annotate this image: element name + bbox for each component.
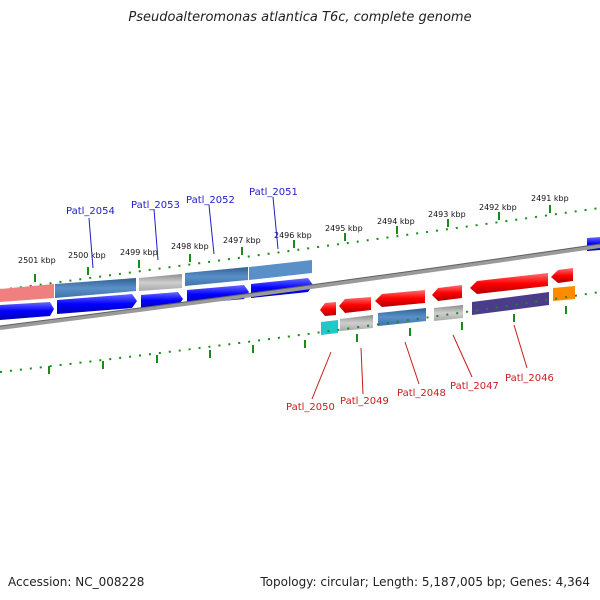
gene-label[interactable]: Patl_2053 (131, 200, 180, 211)
feature-bar (434, 305, 463, 321)
tick-label: 2501 kbp (18, 256, 56, 265)
gene-arrow-patl-2047[interactable] (432, 285, 462, 301)
inner-tick-ring (0, 291, 600, 374)
gene-labels-top: Patl_2054 Patl_2053 Patl_2052 Patl_2051 (66, 187, 298, 269)
gene-label[interactable]: Patl_2054 (66, 206, 115, 217)
gene-arrow-patl-2054[interactable] (57, 294, 137, 314)
gene-label[interactable]: Patl_2052 (186, 195, 235, 206)
gene-label[interactable]: Patl_2049 (340, 396, 389, 407)
feature-bars-top (0, 260, 312, 302)
gene-arrow-patl-2050[interactable] (320, 302, 336, 316)
gene-arrow-reverse[interactable] (551, 268, 573, 283)
tick-label: 2500 kbp (68, 251, 106, 260)
feature-bar (378, 308, 426, 326)
tick-label: 2497 kbp (223, 236, 261, 245)
tick-label: 2494 kbp (377, 217, 415, 226)
feature-bar (321, 320, 338, 335)
tick-labels: 2501 kbp 2500 kbp 2499 kbp 2498 kbp 2497… (18, 194, 569, 265)
tick-label: 2498 kbp (171, 242, 209, 251)
feature-bar (472, 292, 549, 315)
accession-text: Accession: NC_008228 (8, 575, 145, 589)
gene-label[interactable]: Patl_2048 (397, 388, 446, 399)
gene-arrow-patl-2046[interactable] (470, 273, 548, 294)
tick-label: 2495 kbp (325, 224, 363, 233)
genome-backbone (0, 244, 600, 330)
gene-label[interactable]: Patl_2051 (249, 187, 298, 198)
feature-bar (553, 286, 575, 301)
gene-arrow-patl-2048[interactable] (375, 290, 425, 307)
gene-label[interactable]: Patl_2046 (505, 373, 554, 384)
gene-label[interactable]: Patl_2047 (450, 381, 499, 392)
gene-arrow-forward[interactable] (0, 302, 54, 320)
feature-bar (340, 315, 373, 331)
feature-bar (249, 260, 312, 280)
tick-label: 2492 kbp (479, 203, 517, 212)
feature-bars-bottom (321, 286, 575, 335)
gene-label[interactable]: Patl_2050 (286, 402, 335, 413)
genome-stats-text: Topology: circular; Length: 5,187,005 bp… (260, 575, 590, 589)
feature-bar (185, 267, 248, 286)
feature-bar (139, 274, 182, 291)
outer-tick-ring (0, 205, 600, 291)
tick-label: 2491 kbp (531, 194, 569, 203)
tick-label: 2499 kbp (120, 248, 158, 257)
gene-labels-bottom: Patl_2050 Patl_2049 Patl_2048 Patl_2047 … (286, 324, 554, 413)
reverse-genes (320, 268, 573, 316)
tick-label: 2493 kbp (428, 210, 466, 219)
feature-bar (55, 278, 136, 298)
tick-label: 2496 kbp (274, 231, 312, 240)
gene-arrow-patl-2049[interactable] (339, 297, 371, 313)
feature-bar (0, 284, 54, 302)
genome-backbone-edge (0, 243, 600, 327)
genome-title: Pseudoalteromonas atlantica T6c, complet… (128, 10, 472, 25)
